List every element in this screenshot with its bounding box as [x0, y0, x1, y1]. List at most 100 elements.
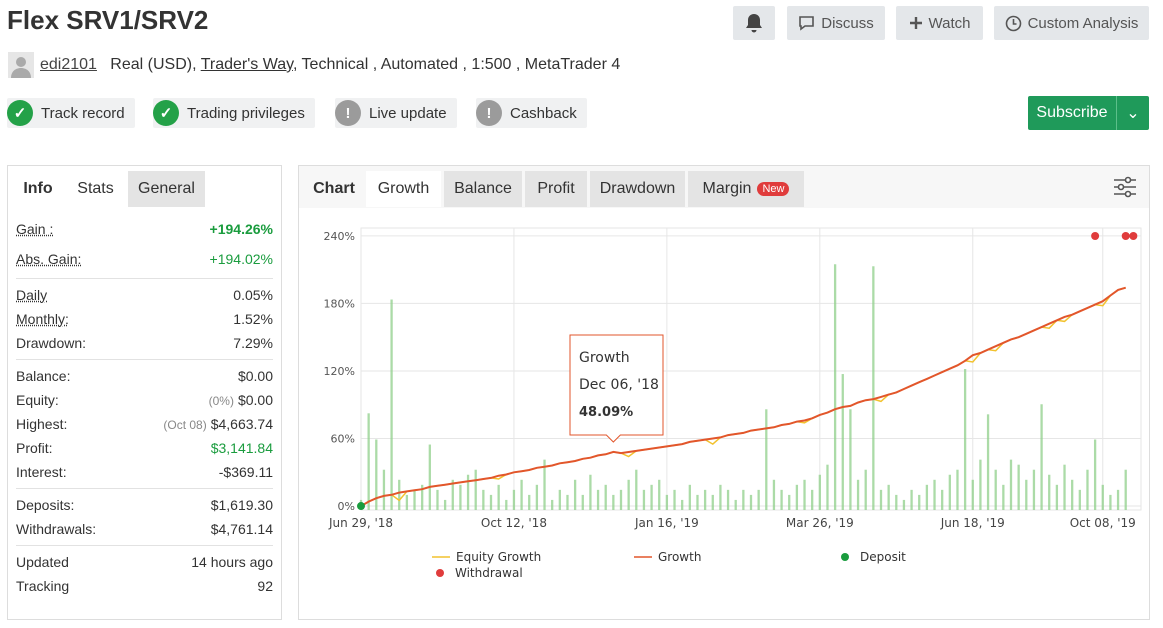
profit-bar: [803, 479, 806, 510]
stat-value: -$369.11: [218, 464, 273, 480]
profit-bar: [505, 499, 508, 510]
warn-icon: !: [335, 100, 361, 126]
profit-bar: [925, 484, 929, 510]
legend-swatch: [841, 553, 849, 561]
profit-bar: [979, 459, 982, 510]
tab-text: Margin: [702, 180, 752, 197]
profit-bar: [635, 469, 638, 510]
stats-row: Withdrawals: $4,761.14: [16, 517, 273, 541]
badge: ✓ Track record: [7, 98, 135, 128]
withdrawal-marker: [1121, 232, 1130, 240]
tab[interactable]: Growth: [366, 171, 441, 207]
profit-bar: [1063, 464, 1066, 510]
stats-group: Gain : +194.26% Abs. Gain: +194.02%: [16, 210, 273, 279]
profit-bar: [948, 474, 951, 510]
legend-label: Withdrawal: [455, 566, 523, 580]
stats-row: Monthly: 1.52%: [16, 307, 273, 331]
profit-bar: [795, 484, 799, 510]
settings-icon[interactable]: [1113, 175, 1137, 199]
profit-bar: [665, 494, 669, 510]
profit-bar: [1093, 439, 1097, 510]
profit-bar: [994, 469, 997, 510]
custom-analysis-button[interactable]: Custom Analysis: [994, 6, 1149, 40]
warn-icon: !: [476, 100, 502, 126]
stat-label: Daily: [16, 287, 48, 303]
profit-bar: [963, 369, 967, 510]
profit-bar: [872, 266, 875, 510]
profit-bar: [895, 494, 898, 510]
subscribe-label: Subscribe: [1036, 104, 1108, 121]
profit-bar: [1071, 479, 1074, 510]
stat-value: 0.05%: [233, 287, 273, 303]
profit-bar: [780, 489, 783, 510]
profit-bar: [757, 489, 760, 510]
stat-value-wrap: $0.00: [238, 368, 273, 384]
profit-bar: [765, 409, 768, 510]
account-details: , Technical , Automated , 1:500 , MetaTr…: [292, 56, 621, 73]
stat-value: 92: [257, 578, 273, 594]
stats-group: Deposits: $1,619.30 Withdrawals: $4,761.14: [16, 489, 273, 546]
profit-bar: [405, 494, 409, 510]
subscribe-button[interactable]: Subscribe ⌄: [1028, 96, 1149, 130]
profit-bar: [428, 444, 431, 510]
profit-bar: [849, 409, 852, 510]
profit-bar: [459, 484, 462, 510]
profit-bar: [482, 489, 485, 510]
stats-row: Drawdown: 7.29%: [16, 331, 273, 355]
tab[interactable]: Stats: [64, 171, 127, 207]
x-tick-label: Mar 26, '19: [786, 516, 854, 530]
x-tick-label: Jun 18, '19: [940, 516, 1005, 530]
profit-bar: [1101, 484, 1104, 510]
profit-bar: [1009, 459, 1013, 510]
legend-label: Growth: [658, 550, 701, 564]
profit-bar: [1055, 484, 1059, 510]
dropdown[interactable]: ⌄: [1116, 96, 1149, 130]
profit-bar: [1078, 489, 1081, 510]
profit-bar: [956, 469, 959, 510]
discuss-button[interactable]: Discuss: [787, 6, 885, 40]
watch-button[interactable]: Watch: [896, 6, 983, 40]
stats-group: Updated 14 hours ago Tracking 92: [16, 546, 273, 602]
x-tick-label: Oct 08, '19: [1070, 516, 1136, 530]
profit-bar: [375, 439, 378, 510]
stat-label: Profit:: [16, 440, 53, 456]
profit-bar: [474, 469, 477, 510]
alert-button[interactable]: [733, 6, 775, 40]
tab[interactable]: Margin New: [688, 171, 804, 207]
y-tick-label: 0%: [338, 500, 355, 513]
tooltip-value: 48.09%: [579, 405, 633, 420]
profit-bar: [1032, 469, 1036, 510]
profit-bar: [910, 489, 913, 510]
profit-bar: [941, 489, 944, 510]
profit-bar: [367, 413, 370, 510]
stat-label: Highest:: [16, 416, 68, 432]
profit-bar: [887, 484, 890, 510]
profit-bar: [864, 469, 867, 510]
chart-tabs: Chart Growth Balance Profit Drawdown Mar…: [299, 166, 1149, 208]
stat-value-wrap: +194.26%: [210, 221, 273, 237]
stat-note: (0%): [208, 394, 234, 408]
y-tick-label: 60%: [331, 433, 355, 446]
badge: ! Live update: [335, 98, 457, 128]
new-badge: New: [757, 182, 790, 196]
tab[interactable]: Drawdown: [590, 171, 685, 207]
stats-list: Gain : +194.26% Abs. Gain: +194.02% Daily 0.0…: [8, 210, 281, 602]
tab[interactable]: Profit: [525, 171, 587, 207]
badge-label: Cashback: [510, 104, 577, 122]
tab[interactable]: Balance: [444, 171, 522, 207]
tab[interactable]: General: [128, 171, 205, 207]
profit-bar: [788, 494, 791, 510]
stat-label: Updated: [16, 554, 69, 570]
profit-bar: [772, 479, 776, 510]
profit-bar: [856, 479, 860, 510]
stat-value-wrap: 0.05%: [233, 287, 273, 303]
tab-label: Info: [23, 180, 53, 197]
user-link[interactable]: edi2101: [40, 56, 97, 73]
broker-link[interactable]: Trader's Way: [200, 56, 293, 73]
stats-row: Updated 14 hours ago: [16, 550, 273, 574]
x-tick-label: Jan 16, '19: [634, 516, 699, 530]
profit-bar: [558, 489, 561, 510]
profit-bar: [734, 499, 737, 510]
profit-bar: [673, 489, 676, 510]
stats-group: Daily 0.05% Monthly: 1.52% Drawdown: 7.29%: [16, 279, 273, 360]
